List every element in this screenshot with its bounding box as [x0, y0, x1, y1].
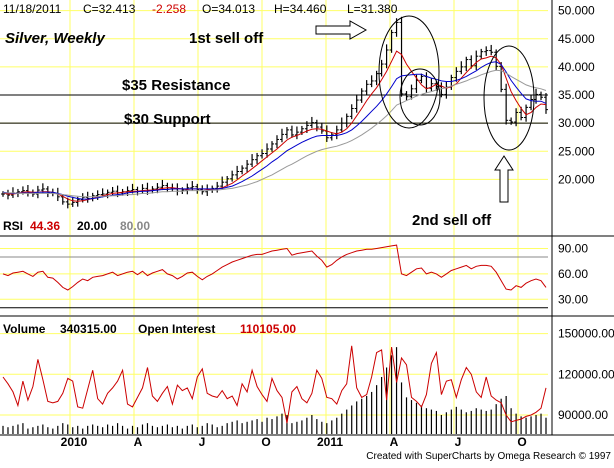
- price-tick-label: 30.000: [558, 116, 595, 130]
- x-tick-label: O: [261, 435, 270, 449]
- x-tick-label: J: [199, 435, 206, 449]
- x-tick-label: 2010: [61, 435, 88, 449]
- volume-label: Volume: [3, 322, 46, 336]
- x-tick-label: O: [517, 435, 526, 449]
- header-high: H=34.460: [274, 2, 327, 16]
- symbol-title: Silver, Weekly: [5, 30, 105, 47]
- price-tick-label: 25.000: [558, 144, 595, 158]
- price-tick-label: 35.000: [558, 88, 595, 102]
- price-bars: [1, 16, 548, 209]
- volume-tick-label: 120000.00: [558, 367, 614, 381]
- right-arrow-icon: [315, 20, 368, 40]
- price-axis-ticks: 20.000 25.000 30.000 35.000 40.000 45.000 50.0…: [558, 4, 595, 187]
- first-sell-off-inner-ellipse: [399, 68, 441, 126]
- first-sell-off-label: 1st sell off: [189, 30, 264, 47]
- x-axis-ticks: 2010 A J O 2011 A J O: [61, 435, 527, 449]
- rsi-axis-ticks: 30.00 60.00 90.00: [558, 241, 588, 306]
- second-sell-off-ellipse: [483, 45, 535, 151]
- ma-fast-line: [2, 50, 547, 202]
- price-tick-label: 50.000: [558, 4, 595, 18]
- header-change: -2.258: [152, 2, 186, 16]
- open-interest-line: [2, 345, 547, 424]
- header-open: O=34.013: [202, 2, 255, 16]
- volume-bars: [2, 347, 547, 434]
- ma-slow-line: [3, 69, 547, 198]
- x-tick-label: A: [134, 435, 143, 449]
- volume-value: 340315.00: [60, 322, 117, 336]
- price-panel: 20.000 25.000 30.000 35.000 40.000 45.000 50.0…: [0, 0, 595, 235]
- rsi-tick-label: 30.00: [558, 292, 588, 306]
- ma-mid-line: [2, 61, 547, 200]
- support-label: $30 Support: [124, 111, 211, 128]
- price-tick-label: 20.000: [558, 172, 595, 186]
- volume-tick-label: 90000.00: [558, 408, 608, 422]
- resistance-label: $35 Resistance: [122, 77, 230, 94]
- header-low: L=31.380: [347, 2, 398, 16]
- rsi-grid: [0, 237, 548, 315]
- x-tick-label: A: [390, 435, 399, 449]
- moving-average-lines: [2, 50, 547, 202]
- price-tick-label: 45.000: [558, 32, 595, 46]
- open-interest-value: 110105.00: [240, 322, 296, 336]
- price-tick-label: 40.000: [558, 60, 595, 74]
- rsi-value: 44.36: [30, 219, 60, 233]
- rsi-line-group: [2, 244, 547, 291]
- open-interest-line-group: [2, 345, 547, 424]
- rsi-tick-label: 60.00: [558, 267, 588, 281]
- rsi-lower-level: 20.00: [77, 219, 107, 233]
- rsi-upper-level: 80.00: [120, 219, 150, 233]
- rsi-line: [2, 244, 547, 291]
- header-date: 11/18/2011: [3, 2, 62, 16]
- credit-text: Created with SuperCharts by Omega Resear…: [366, 451, 611, 462]
- rsi-label: RSI: [3, 219, 23, 233]
- header-close: C=32.413: [83, 2, 136, 16]
- first-sell-off-ellipse: [378, 15, 440, 129]
- x-tick-label: J: [455, 435, 462, 449]
- volume-panel: 90000.00 120000.00 150000.00 Volume 340315…: [0, 317, 614, 434]
- rsi-panel: 30.00 60.00 90.00: [0, 237, 588, 315]
- second-sell-off-label: 2nd sell off: [412, 212, 492, 229]
- rsi-tick-label: 90.00: [558, 241, 588, 255]
- up-arrow-icon: [494, 155, 514, 203]
- volume-axis-ticks: 90000.00 120000.00 150000.00: [558, 327, 614, 422]
- x-tick-label: 2011: [317, 435, 343, 449]
- volume-tick-label: 150000.00: [558, 327, 614, 341]
- open-interest-label: Open Interest: [138, 322, 215, 336]
